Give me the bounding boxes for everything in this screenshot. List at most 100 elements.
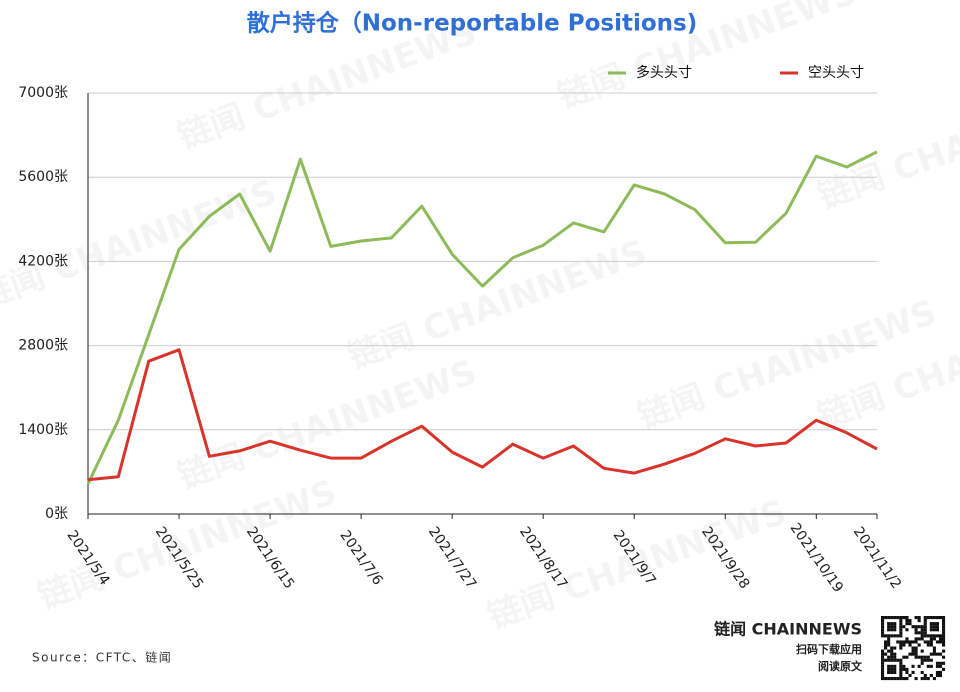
qr-cell bbox=[905, 677, 909, 681]
qr-cell bbox=[881, 616, 885, 620]
qr-cell bbox=[926, 677, 930, 681]
qr-cell bbox=[929, 634, 933, 638]
qr-cell bbox=[884, 643, 888, 647]
qr-cell bbox=[923, 634, 927, 638]
qr-cell bbox=[932, 637, 936, 641]
qr-cell bbox=[929, 673, 933, 678]
qr-cell bbox=[926, 643, 930, 647]
qr-cell bbox=[938, 670, 943, 674]
qr-cell bbox=[917, 655, 921, 659]
qr-cell bbox=[881, 619, 885, 623]
qr-cell bbox=[908, 619, 912, 623]
qr-cell bbox=[923, 631, 927, 635]
qr-cell bbox=[899, 643, 903, 647]
qr-cell bbox=[914, 628, 918, 632]
qr-cell bbox=[942, 634, 946, 638]
qr-cell bbox=[881, 652, 885, 656]
qr-cell bbox=[935, 664, 939, 668]
qr-cell bbox=[908, 643, 912, 647]
qr-cell bbox=[893, 625, 897, 629]
qr-cell bbox=[905, 640, 909, 644]
qr-cell bbox=[899, 664, 903, 668]
qr-cell bbox=[923, 640, 927, 644]
qr-cell bbox=[902, 643, 906, 647]
qr-cell bbox=[890, 667, 894, 671]
qr-cell bbox=[942, 619, 946, 623]
qr-cell bbox=[942, 625, 946, 629]
qr-cell bbox=[881, 655, 885, 659]
qr-cell bbox=[914, 616, 918, 620]
qr-cell bbox=[911, 646, 915, 650]
qr-cell bbox=[887, 622, 891, 626]
qr-cell bbox=[887, 667, 891, 671]
qr-cell bbox=[908, 652, 912, 656]
qr-cell bbox=[935, 628, 939, 632]
qr-cell bbox=[881, 625, 885, 629]
qr-cell bbox=[932, 622, 936, 626]
qr-cell bbox=[923, 655, 927, 659]
qr-cell bbox=[899, 622, 903, 626]
qr-cell bbox=[920, 649, 924, 653]
qr-cell bbox=[917, 616, 921, 620]
qr-cell bbox=[929, 643, 933, 647]
qr-code bbox=[880, 615, 946, 681]
qr-cell bbox=[914, 646, 918, 650]
qr-cell bbox=[911, 649, 915, 653]
qr-cell bbox=[902, 664, 906, 668]
qr-cell bbox=[926, 616, 930, 620]
qr-cell bbox=[896, 634, 900, 638]
qr-cell bbox=[893, 658, 897, 662]
qr-cell bbox=[893, 664, 897, 668]
qr-cell bbox=[929, 664, 933, 668]
qr-cell bbox=[893, 652, 897, 656]
qr-cell bbox=[917, 664, 921, 668]
qr-cell bbox=[914, 637, 918, 641]
qr-cell bbox=[942, 649, 946, 653]
qr-cell bbox=[942, 643, 946, 647]
qr-cell bbox=[929, 616, 933, 620]
qr-cell bbox=[890, 649, 894, 653]
qr-cell bbox=[887, 640, 891, 644]
qr-cell bbox=[935, 616, 939, 620]
qr-cell bbox=[893, 634, 897, 638]
qr-cell bbox=[890, 658, 894, 662]
qr-cell bbox=[914, 655, 918, 659]
qr-cell bbox=[911, 625, 915, 629]
qr-cell bbox=[932, 649, 936, 653]
qr-cell bbox=[905, 670, 909, 674]
qr-cell bbox=[929, 622, 933, 626]
qr-cell bbox=[899, 667, 903, 671]
qr-cell bbox=[932, 646, 936, 650]
qr-cell bbox=[887, 677, 891, 681]
qr-cell bbox=[920, 628, 924, 632]
qr-cell bbox=[917, 619, 921, 623]
qr-cell bbox=[881, 664, 885, 668]
qr-cell bbox=[942, 637, 946, 641]
qr-cell bbox=[887, 628, 891, 632]
qr-cell bbox=[914, 649, 918, 653]
qr-cell bbox=[881, 634, 885, 638]
qr-cell bbox=[884, 616, 888, 620]
qr-cell bbox=[938, 652, 943, 656]
qr-cell bbox=[908, 640, 912, 644]
qr-cell bbox=[887, 655, 891, 659]
qr-cell bbox=[905, 655, 909, 659]
qr-cell bbox=[899, 670, 903, 674]
chart-title: 散户持仓（Non-reportable Positions) bbox=[247, 10, 697, 37]
qr-cell bbox=[920, 677, 924, 681]
qr-cell bbox=[935, 661, 939, 665]
qr-cell bbox=[881, 631, 885, 635]
qr-cell bbox=[887, 649, 891, 653]
qr-cell bbox=[902, 677, 906, 681]
qr-cell bbox=[938, 640, 943, 644]
qr-cell bbox=[914, 631, 918, 635]
qr-cell bbox=[881, 628, 885, 632]
qr-cell bbox=[902, 640, 906, 644]
qr-cell bbox=[887, 637, 891, 641]
qr-cell bbox=[893, 616, 897, 620]
qr-cell bbox=[890, 622, 894, 626]
qr-cell bbox=[887, 658, 891, 662]
qr-cell bbox=[911, 664, 915, 668]
qr-cell bbox=[890, 628, 894, 632]
qr-cell bbox=[890, 677, 894, 681]
